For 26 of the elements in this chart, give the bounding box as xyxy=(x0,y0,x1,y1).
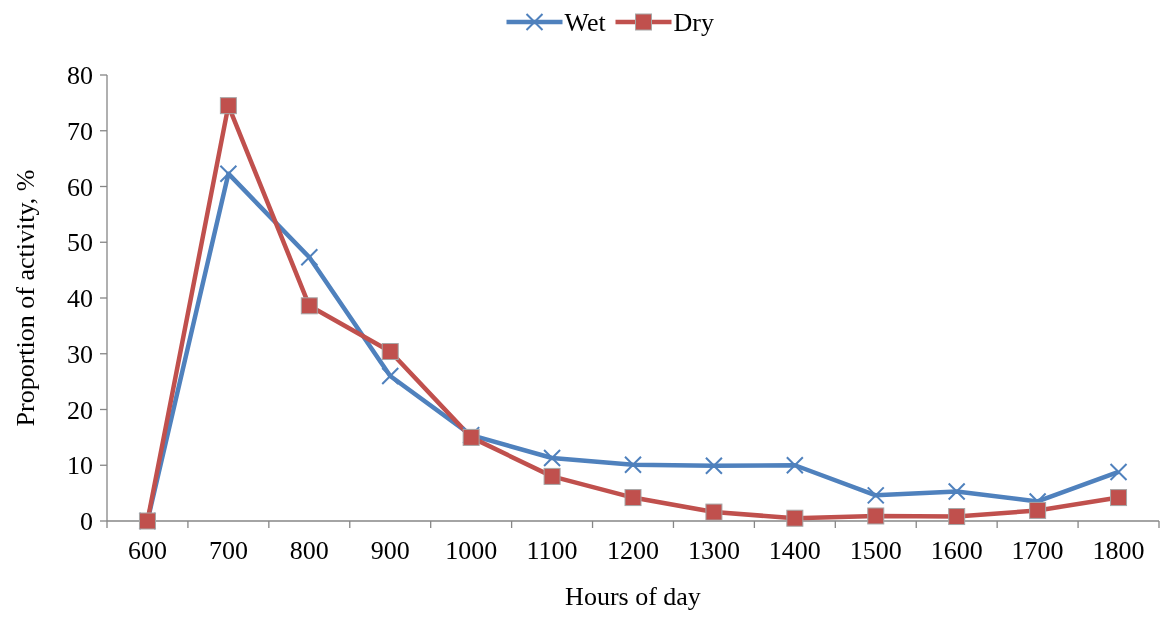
y-tick-label: 20 xyxy=(67,395,93,425)
x-tick-label: 800 xyxy=(289,536,329,565)
x-tick-label: 1000 xyxy=(445,536,498,565)
legend-label: Wet xyxy=(564,8,607,38)
legend-label: Dry xyxy=(673,8,714,38)
x-tick-label: 1400 xyxy=(768,536,821,565)
y-tick-label: 50 xyxy=(67,228,93,258)
y-tick-label: 40 xyxy=(67,284,93,314)
x-tick-label: 1800 xyxy=(1092,536,1145,565)
y-tick-label: 0 xyxy=(80,507,93,537)
x-tick-label: 1300 xyxy=(687,536,740,565)
x-tick-label: 1100 xyxy=(526,536,578,565)
x-tick-label: 600 xyxy=(127,536,167,565)
y-axis-title: Proportion of activity, % xyxy=(11,169,40,427)
x-axis-title: Hours of day xyxy=(565,582,701,611)
y-tick-label: 70 xyxy=(67,116,93,146)
y-tick-label: 60 xyxy=(67,172,93,202)
y-tick-label: 80 xyxy=(67,61,93,91)
x-tick-label: 1200 xyxy=(607,536,659,565)
y-tick-label: 10 xyxy=(67,451,93,481)
x-tick-label: 1700 xyxy=(1011,536,1064,565)
x-tick-label: 1600 xyxy=(930,536,983,565)
x-tick-label: 900 xyxy=(370,536,410,565)
x-tick-label: 700 xyxy=(208,536,248,565)
y-tick-label: 30 xyxy=(67,339,93,369)
x-tick-label: 1500 xyxy=(849,536,902,565)
